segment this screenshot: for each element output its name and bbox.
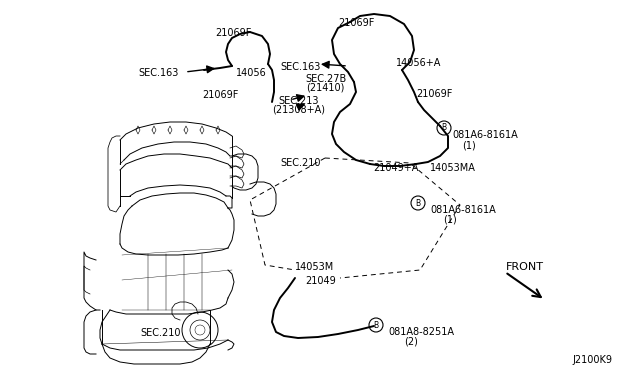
Text: SEC.210: SEC.210 <box>280 158 321 168</box>
Text: FRONT: FRONT <box>506 262 544 272</box>
Text: SEC.163: SEC.163 <box>280 62 321 72</box>
Text: B: B <box>373 321 379 330</box>
Text: 14056: 14056 <box>236 68 267 78</box>
Text: J2100K9: J2100K9 <box>572 355 612 365</box>
Text: SEC.27B: SEC.27B <box>305 74 346 84</box>
Text: 081A8-8251A: 081A8-8251A <box>388 327 454 337</box>
Text: (21308+A): (21308+A) <box>272 105 325 115</box>
Text: SEC.213: SEC.213 <box>278 96 319 106</box>
Text: SEC.210: SEC.210 <box>140 328 180 338</box>
Text: 21069F: 21069F <box>338 18 374 28</box>
Text: 21069F: 21069F <box>215 28 252 38</box>
Text: 21049+A: 21049+A <box>373 163 419 173</box>
Text: 081A6-8161A: 081A6-8161A <box>430 205 496 215</box>
Text: 081A6-8161A: 081A6-8161A <box>452 130 518 140</box>
Text: 21049: 21049 <box>305 276 336 286</box>
Text: 14056+A: 14056+A <box>396 58 442 68</box>
Text: B: B <box>442 124 447 132</box>
Text: 21069F: 21069F <box>202 90 238 100</box>
Text: (21410): (21410) <box>306 83 344 93</box>
Text: (2): (2) <box>404 337 418 347</box>
Text: B: B <box>415 199 420 208</box>
Text: 14053MA: 14053MA <box>430 163 476 173</box>
Text: 14053M: 14053M <box>295 262 334 272</box>
Text: SEC.163: SEC.163 <box>138 68 179 78</box>
Text: (1): (1) <box>462 140 476 150</box>
Text: 21069F: 21069F <box>416 89 452 99</box>
Text: (1): (1) <box>443 215 457 225</box>
